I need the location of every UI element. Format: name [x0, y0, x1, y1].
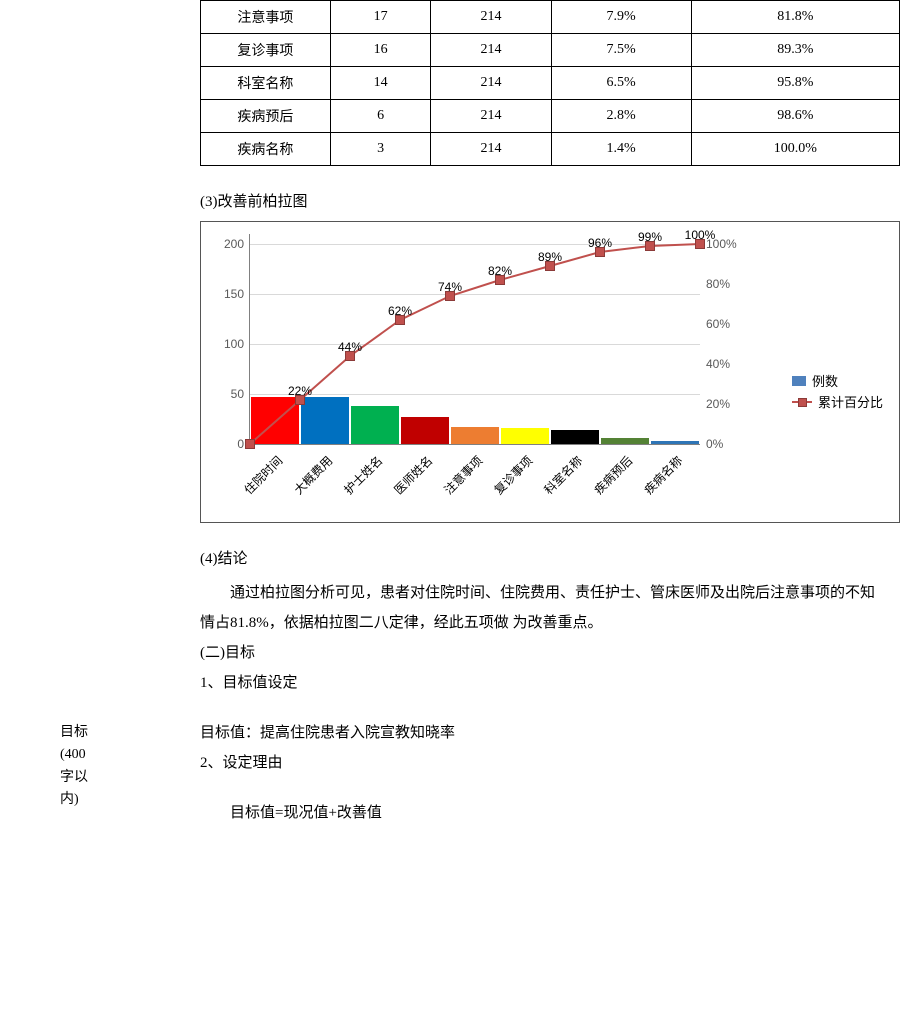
y1-tick: 0 — [237, 437, 244, 451]
table-row: 科室名称142146.5%95.8% — [201, 67, 900, 100]
y1-tick: 150 — [224, 287, 244, 301]
page-root: 注意事项172147.9%81.8%复诊事项162147.5%89.3%科室名称… — [0, 0, 920, 868]
table-cell: 6.5% — [551, 67, 691, 100]
y1-tick: 50 — [231, 387, 244, 401]
table-cell: 214 — [431, 34, 551, 67]
pct-label: 82% — [488, 264, 512, 278]
table-cell: 疾病预后 — [201, 100, 331, 133]
goal-formula: 目标值=现况值+改善值 — [200, 798, 880, 828]
pct-label: 99% — [638, 230, 662, 244]
x-category: 疾病名称 — [640, 452, 686, 498]
y1-tick: 100 — [224, 337, 244, 351]
table-cell: 214 — [431, 67, 551, 100]
x-category: 护士姓名 — [340, 452, 386, 498]
table-cell: 17 — [330, 1, 431, 34]
pct-label: 62% — [388, 304, 412, 318]
table-cell: 7.9% — [551, 1, 691, 34]
legend-bars-label: 例数 — [812, 371, 838, 390]
goal-item-1: 1、目标值设定 — [200, 668, 880, 698]
y1-tick: 200 — [224, 237, 244, 251]
pct-label: 22% — [288, 384, 312, 398]
table-cell: 214 — [431, 100, 551, 133]
conclusion-paragraph: 通过柏拉图分析可见，患者对住院时间、住院费用、责任护士、管床医师及出院后注意事项… — [200, 578, 880, 638]
line-swatch-icon — [792, 401, 812, 403]
table-row: 注意事项172147.9%81.8% — [201, 1, 900, 34]
side-label-line: 内) — [60, 789, 120, 811]
pct-label: 74% — [438, 280, 462, 294]
pct-label: 96% — [588, 236, 612, 250]
goal-item-2: 2、设定理由 — [200, 748, 880, 778]
table-cell: 89.3% — [691, 34, 899, 67]
table-row: 疾病预后62142.8%98.6% — [201, 100, 900, 133]
table-cell: 81.8% — [691, 1, 899, 34]
side-label-line: 目标 — [60, 722, 120, 744]
bar-swatch-icon — [792, 376, 806, 386]
x-category: 复诊事项 — [490, 452, 536, 498]
table-cell: 16 — [330, 34, 431, 67]
table-row: 复诊事项162147.5%89.3% — [201, 34, 900, 67]
y2-tick: 60% — [706, 317, 730, 331]
x-category: 科室名称 — [540, 452, 586, 498]
x-category: 医师姓名 — [390, 452, 436, 498]
table-cell: 214 — [431, 1, 551, 34]
table-cell: 95.8% — [691, 67, 899, 100]
table-row: 疾病名称32141.4%100.0% — [201, 133, 900, 166]
table-cell: 2.8% — [551, 100, 691, 133]
legend-item-line: 累计百分比 — [792, 392, 883, 411]
section-4-label: (4)结论 — [200, 547, 880, 568]
pct-label: 44% — [338, 340, 362, 354]
section-3-label: (3)改善前柏拉图 — [200, 190, 880, 211]
side-label-line: 字以 — [60, 767, 120, 789]
table-cell: 98.6% — [691, 100, 899, 133]
y2-tick: 20% — [706, 397, 730, 411]
pareto-chart: 0 50 100 150 200 0% 20% 40% 60% 80% 100% 22% 44% 62% 7… — [200, 221, 900, 523]
pct-label: 100% — [685, 228, 716, 242]
plot-area: 0501001502000%20%40%60%80%100%22%44%62%7… — [249, 234, 700, 445]
table-cell: 14 — [330, 67, 431, 100]
table-cell: 疾病名称 — [201, 133, 331, 166]
table-cell: 复诊事项 — [201, 34, 331, 67]
y2-tick: 40% — [706, 357, 730, 371]
x-category: 疾病预后 — [590, 452, 636, 498]
x-category: 住院时间 — [240, 452, 286, 498]
x-category: 大概费用 — [290, 452, 336, 498]
data-table: 注意事项172147.9%81.8%复诊事项162147.5%89.3%科室名称… — [200, 0, 900, 166]
side-label-line: (400 — [60, 744, 120, 766]
table-cell: 7.5% — [551, 34, 691, 67]
table-cell: 100.0% — [691, 133, 899, 166]
y2-tick: 80% — [706, 277, 730, 291]
goal-heading: (二)目标 — [200, 638, 880, 668]
table-cell: 1.4% — [551, 133, 691, 166]
x-category: 注意事项 — [440, 452, 486, 498]
pct-label: 89% — [538, 250, 562, 264]
table-cell: 3 — [330, 133, 431, 166]
table-cell: 214 — [431, 133, 551, 166]
table-cell: 6 — [330, 100, 431, 133]
legend-item-bars: 例数 — [792, 371, 883, 390]
y2-tick: 0% — [706, 437, 723, 451]
goal-value-line: 目标值：提高住院患者入院宣教知晓率 — [200, 718, 880, 748]
side-label-goal: 目标(400字以内) — [60, 722, 120, 812]
line-marker — [245, 439, 255, 449]
table-cell: 科室名称 — [201, 67, 331, 100]
chart-legend: 例数 累计百分比 — [792, 369, 883, 413]
legend-line-label: 累计百分比 — [818, 392, 883, 411]
table-cell: 注意事项 — [201, 1, 331, 34]
